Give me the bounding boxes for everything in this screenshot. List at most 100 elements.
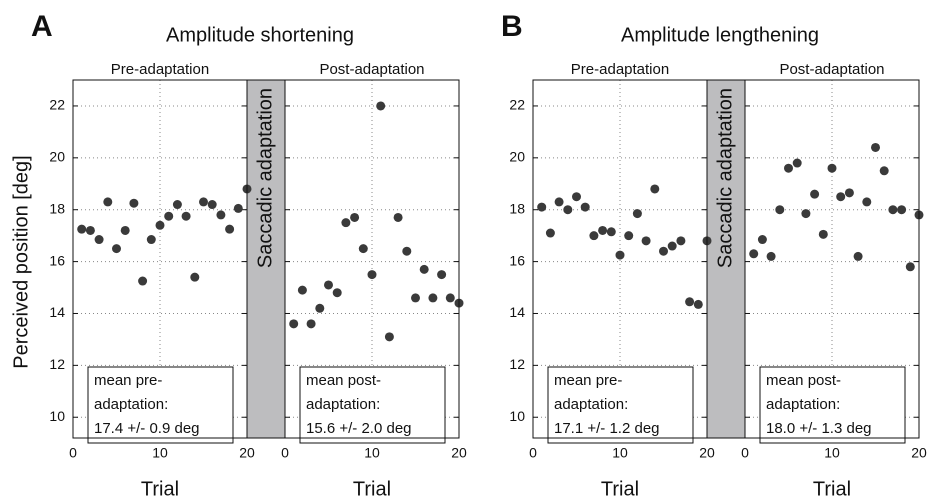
x-tick-label: 0 [529,445,537,461]
x-tick-label: 0 [69,445,77,461]
axes-border [284,79,460,439]
y-tick-label: 16 [49,252,65,268]
subplot-title: Pre-adaptation [571,61,669,78]
annotation-line: 17.1 +/- 1.2 deg [554,420,660,437]
data-point [112,244,121,254]
data-point [445,293,455,303]
y-tick-label: 10 [49,408,65,424]
axes-border [532,79,708,439]
data-point [181,211,191,221]
data-point [757,235,767,245]
y-tick-label: 22 [49,97,65,113]
adaptation-band [246,79,286,439]
data-point [384,332,394,342]
y-tick-label: 14 [49,304,65,320]
axes-border [744,79,920,439]
annotation-line: 17.4 +/- 0.9 deg [94,420,200,437]
panel-letter: A [31,10,53,43]
data-point [437,270,447,280]
data-point [624,231,634,241]
data-point [598,225,608,235]
y-tick-label: 12 [509,356,525,372]
annotation-line: mean pre- [94,372,162,389]
data-point [172,200,182,210]
y-tick-label: 14 [509,304,525,320]
data-point [749,249,759,259]
data-point [190,272,200,282]
data-point [766,251,776,261]
y-tick-label: 10 [509,408,525,424]
data-point [836,192,846,202]
x-tick-label: 20 [239,445,255,461]
data-point [784,163,793,173]
data-point [289,319,299,329]
annotation-line: adaptation: [306,396,380,413]
subplot-title: Post-adaptation [779,61,884,78]
data-point [632,209,642,219]
y-tick-label: 16 [509,252,525,268]
axes-border [72,79,248,439]
data-point [888,205,898,215]
data-point [827,163,837,173]
x-tick-label: 10 [364,445,380,461]
x-tick-label: 0 [741,445,749,461]
x-axis-label: Trial [601,478,639,500]
data-point [216,210,226,220]
annotation-box [87,366,234,444]
data-point [537,202,547,212]
annotation-box [299,366,446,444]
data-point [871,142,880,152]
data-point [393,212,403,222]
data-point [146,235,156,245]
y-tick-label: 22 [509,97,525,113]
x-axis-label: Trial [353,478,391,500]
annotation-line: 18.0 +/- 1.3 deg [766,420,872,437]
data-point [164,211,174,221]
y-tick-label: 20 [49,149,65,165]
x-tick-label: 10 [824,445,840,461]
data-point [853,251,863,261]
data-point [306,319,316,329]
x-tick-label: 20 [699,445,715,461]
data-point [545,228,555,238]
data-point [324,280,333,290]
annotation-line: adaptation: [554,396,628,413]
data-point [879,166,889,176]
data-point [897,205,907,215]
x-axis-label: Trial [141,478,179,500]
data-point [589,231,599,241]
y-axis-label: Perceived position [deg] [10,155,32,368]
data-point [103,197,113,207]
data-point [801,209,811,219]
annotation-line: 15.6 +/- 2.0 deg [306,420,412,437]
data-point [428,293,438,303]
y-tick-label: 18 [509,200,525,216]
annotation-line: adaptation: [766,396,840,413]
data-point [85,225,95,235]
x-tick-label: 20 [451,445,467,461]
data-point [129,198,139,208]
data-point [667,241,677,251]
data-point [862,197,872,207]
data-point [676,236,686,246]
annotation-box [759,366,906,444]
x-tick-label: 10 [612,445,628,461]
data-point [376,101,386,111]
data-point [155,220,165,230]
data-point [641,236,651,246]
y-tick-label: 12 [49,356,65,372]
data-point [650,184,660,194]
data-point [350,212,360,222]
data-point [225,224,235,234]
x-tick-label: 10 [152,445,168,461]
data-point [792,158,802,168]
x-tick-label: 0 [281,445,289,461]
data-point [659,246,668,256]
data-point [572,192,581,202]
data-point [563,205,573,215]
data-point [233,203,243,213]
data-point [207,200,217,210]
annotation-line: mean post- [766,372,841,389]
panel-letter: B [501,10,523,43]
